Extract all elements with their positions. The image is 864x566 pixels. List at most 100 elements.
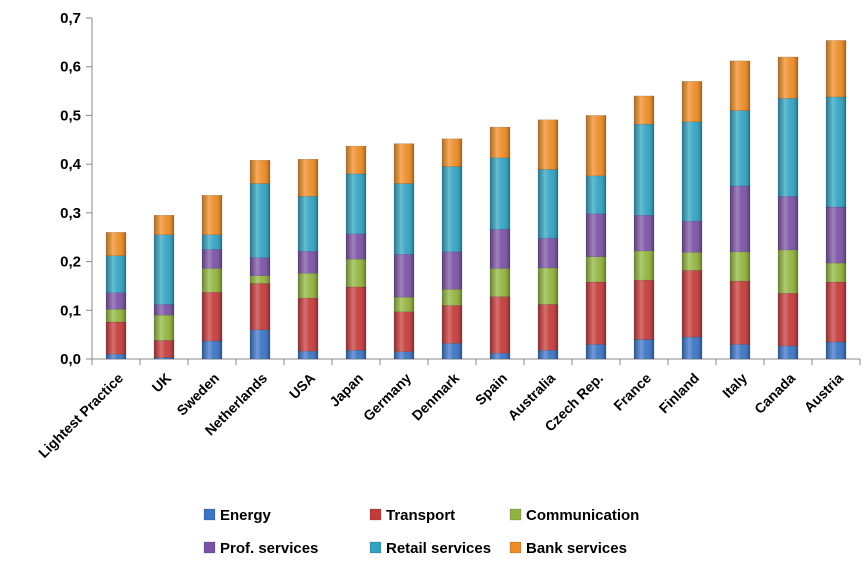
bar-segment-energy-sweden (201, 340, 223, 360)
bar-segment-energy-france (633, 339, 655, 360)
bar-segment-bank-services-denmark (441, 138, 463, 167)
bar-segment-prof-services-spain (489, 229, 511, 269)
bar-segment-energy-lightest-practice (105, 353, 127, 360)
x-tick-label: Austria (801, 370, 847, 416)
bar-segment-retail-services-australia (537, 169, 559, 239)
bar-segment-bank-services-lightest-practice (105, 232, 127, 256)
bar-segment-bank-services-france (633, 95, 655, 125)
bar-segment-transport-usa (297, 297, 319, 352)
bar-segment-transport-czech-rep- (585, 281, 607, 345)
bar-segment-prof-services-germany (393, 254, 415, 298)
bar-segment-communication-sweden (201, 268, 223, 293)
x-tick-label: Sweden (173, 370, 222, 419)
bar-segment-transport-canada (777, 292, 799, 347)
legend-label: Communication (526, 507, 639, 524)
bar-segment-retail-services-denmark (441, 166, 463, 253)
bar-segment-energy-czech-rep- (585, 344, 607, 360)
bar-segment-retail-services-sweden (201, 234, 223, 250)
bar-segment-transport-denmark (441, 305, 463, 344)
bar-segment-communication-netherlands (249, 275, 271, 284)
bar-segment-transport-lightest-practice (105, 321, 127, 355)
x-tick-label: Germany (360, 370, 414, 424)
y-tick-label: 0,6 (60, 59, 81, 76)
bar-segment-transport-sweden (201, 292, 223, 342)
bar-segment-retail-services-uk (153, 234, 175, 305)
bar-segment-communication-spain (489, 268, 511, 297)
x-tick-label: France (610, 370, 654, 414)
legend-swatch (203, 508, 216, 521)
bar-segment-energy-germany (393, 351, 415, 360)
bar-segment-bank-services-canada (777, 56, 799, 99)
bar-segment-energy-australia (537, 349, 559, 360)
y-tick-label: 0,5 (60, 107, 81, 124)
bar-segment-retail-services-finland (681, 121, 703, 222)
x-tick-label: Spain (472, 370, 510, 408)
legend-label: Prof. services (220, 540, 318, 557)
legend-label: Transport (386, 507, 455, 524)
y-tick-label: 0,4 (60, 156, 82, 173)
x-tick-label: UK (148, 370, 174, 396)
bar-segment-transport-france (633, 279, 655, 340)
bar-segment-transport-finland (681, 270, 703, 338)
legend-label: Retail services (386, 540, 491, 557)
bar-segment-energy-denmark (441, 343, 463, 360)
bar-segment-bank-services-austria (825, 40, 847, 98)
bar-segment-energy-netherlands (249, 329, 271, 360)
bar-segment-communication-france (633, 250, 655, 281)
bar-segment-prof-services-sweden (201, 249, 223, 269)
bar-segment-communication-japan (345, 258, 367, 288)
bar-segment-communication-uk (153, 314, 175, 341)
bar-segment-retail-services-netherlands (249, 183, 271, 258)
x-tick-label: Japan (326, 370, 366, 410)
y-tick-label: 0,0 (60, 351, 81, 368)
x-tick-label: Denmark (408, 370, 462, 424)
bar-segment-transport-australia (537, 304, 559, 351)
bar-segment-retail-services-germany (393, 183, 415, 255)
legend-swatch (509, 508, 522, 521)
bar-segment-prof-services-australia (537, 237, 559, 269)
bar-segment-energy-canada (777, 345, 799, 360)
legend-swatch (369, 508, 382, 521)
plot-area: 0,0 0,1 0,2 0,3 0,4 0,5 0,6 0,7 Lightest Practic… (35, 10, 861, 461)
bar-segment-energy-austria (825, 341, 847, 360)
bar-segment-prof-services-denmark (441, 251, 463, 290)
legend-label: Energy (220, 507, 272, 524)
bar-segment-prof-services-czech-rep- (585, 213, 607, 257)
bar-segment-energy-japan (345, 349, 367, 360)
bar-segment-transport-italy (729, 280, 751, 345)
bar-segment-communication-czech-rep- (585, 256, 607, 283)
bar-segment-bank-services-italy (729, 60, 751, 111)
bar-segment-communication-germany (393, 296, 415, 312)
bar-segment-prof-services-finland (681, 220, 703, 253)
bar-segment-prof-services-usa (297, 251, 319, 274)
bar-segment-communication-lightest-practice (105, 309, 127, 323)
bar-segment-communication-austria (825, 262, 847, 283)
x-tick-label: USA (286, 370, 318, 402)
bar-segment-prof-services-uk (153, 304, 175, 316)
bar-segment-retail-services-usa (297, 196, 319, 252)
bar-segment-retail-services-spain (489, 157, 511, 230)
x-tick-label: Finland (656, 370, 703, 417)
bar-segment-bank-services-uk (153, 215, 175, 236)
y-tick-label: 0,2 (60, 254, 81, 271)
bar-segment-prof-services-france (633, 215, 655, 252)
bar-segment-communication-finland (681, 252, 703, 271)
legend-swatch (203, 541, 216, 554)
x-tick-label: Canada (751, 370, 798, 417)
bar-segment-communication-australia (537, 267, 559, 305)
bar-segment-retail-services-austria (825, 96, 847, 208)
bar-segment-energy-usa (297, 350, 319, 360)
bar-segment-prof-services-japan (345, 233, 367, 260)
x-tick-label: Italy (719, 370, 750, 401)
bar-segment-bank-services-finland (681, 81, 703, 123)
bar-segment-retail-services-lightest-practice (105, 255, 127, 293)
bar-segment-communication-canada (777, 249, 799, 294)
bar-segment-communication-denmark (441, 289, 463, 306)
bar-segment-retail-services-czech-rep- (585, 175, 607, 215)
bar-segment-bank-services-japan (345, 145, 367, 175)
y-tick-label: 0,7 (60, 10, 81, 27)
y-tick-label: 0,3 (60, 205, 81, 222)
bar-segment-prof-services-austria (825, 206, 847, 264)
bar-segment-prof-services-lightest-practice (105, 292, 127, 310)
